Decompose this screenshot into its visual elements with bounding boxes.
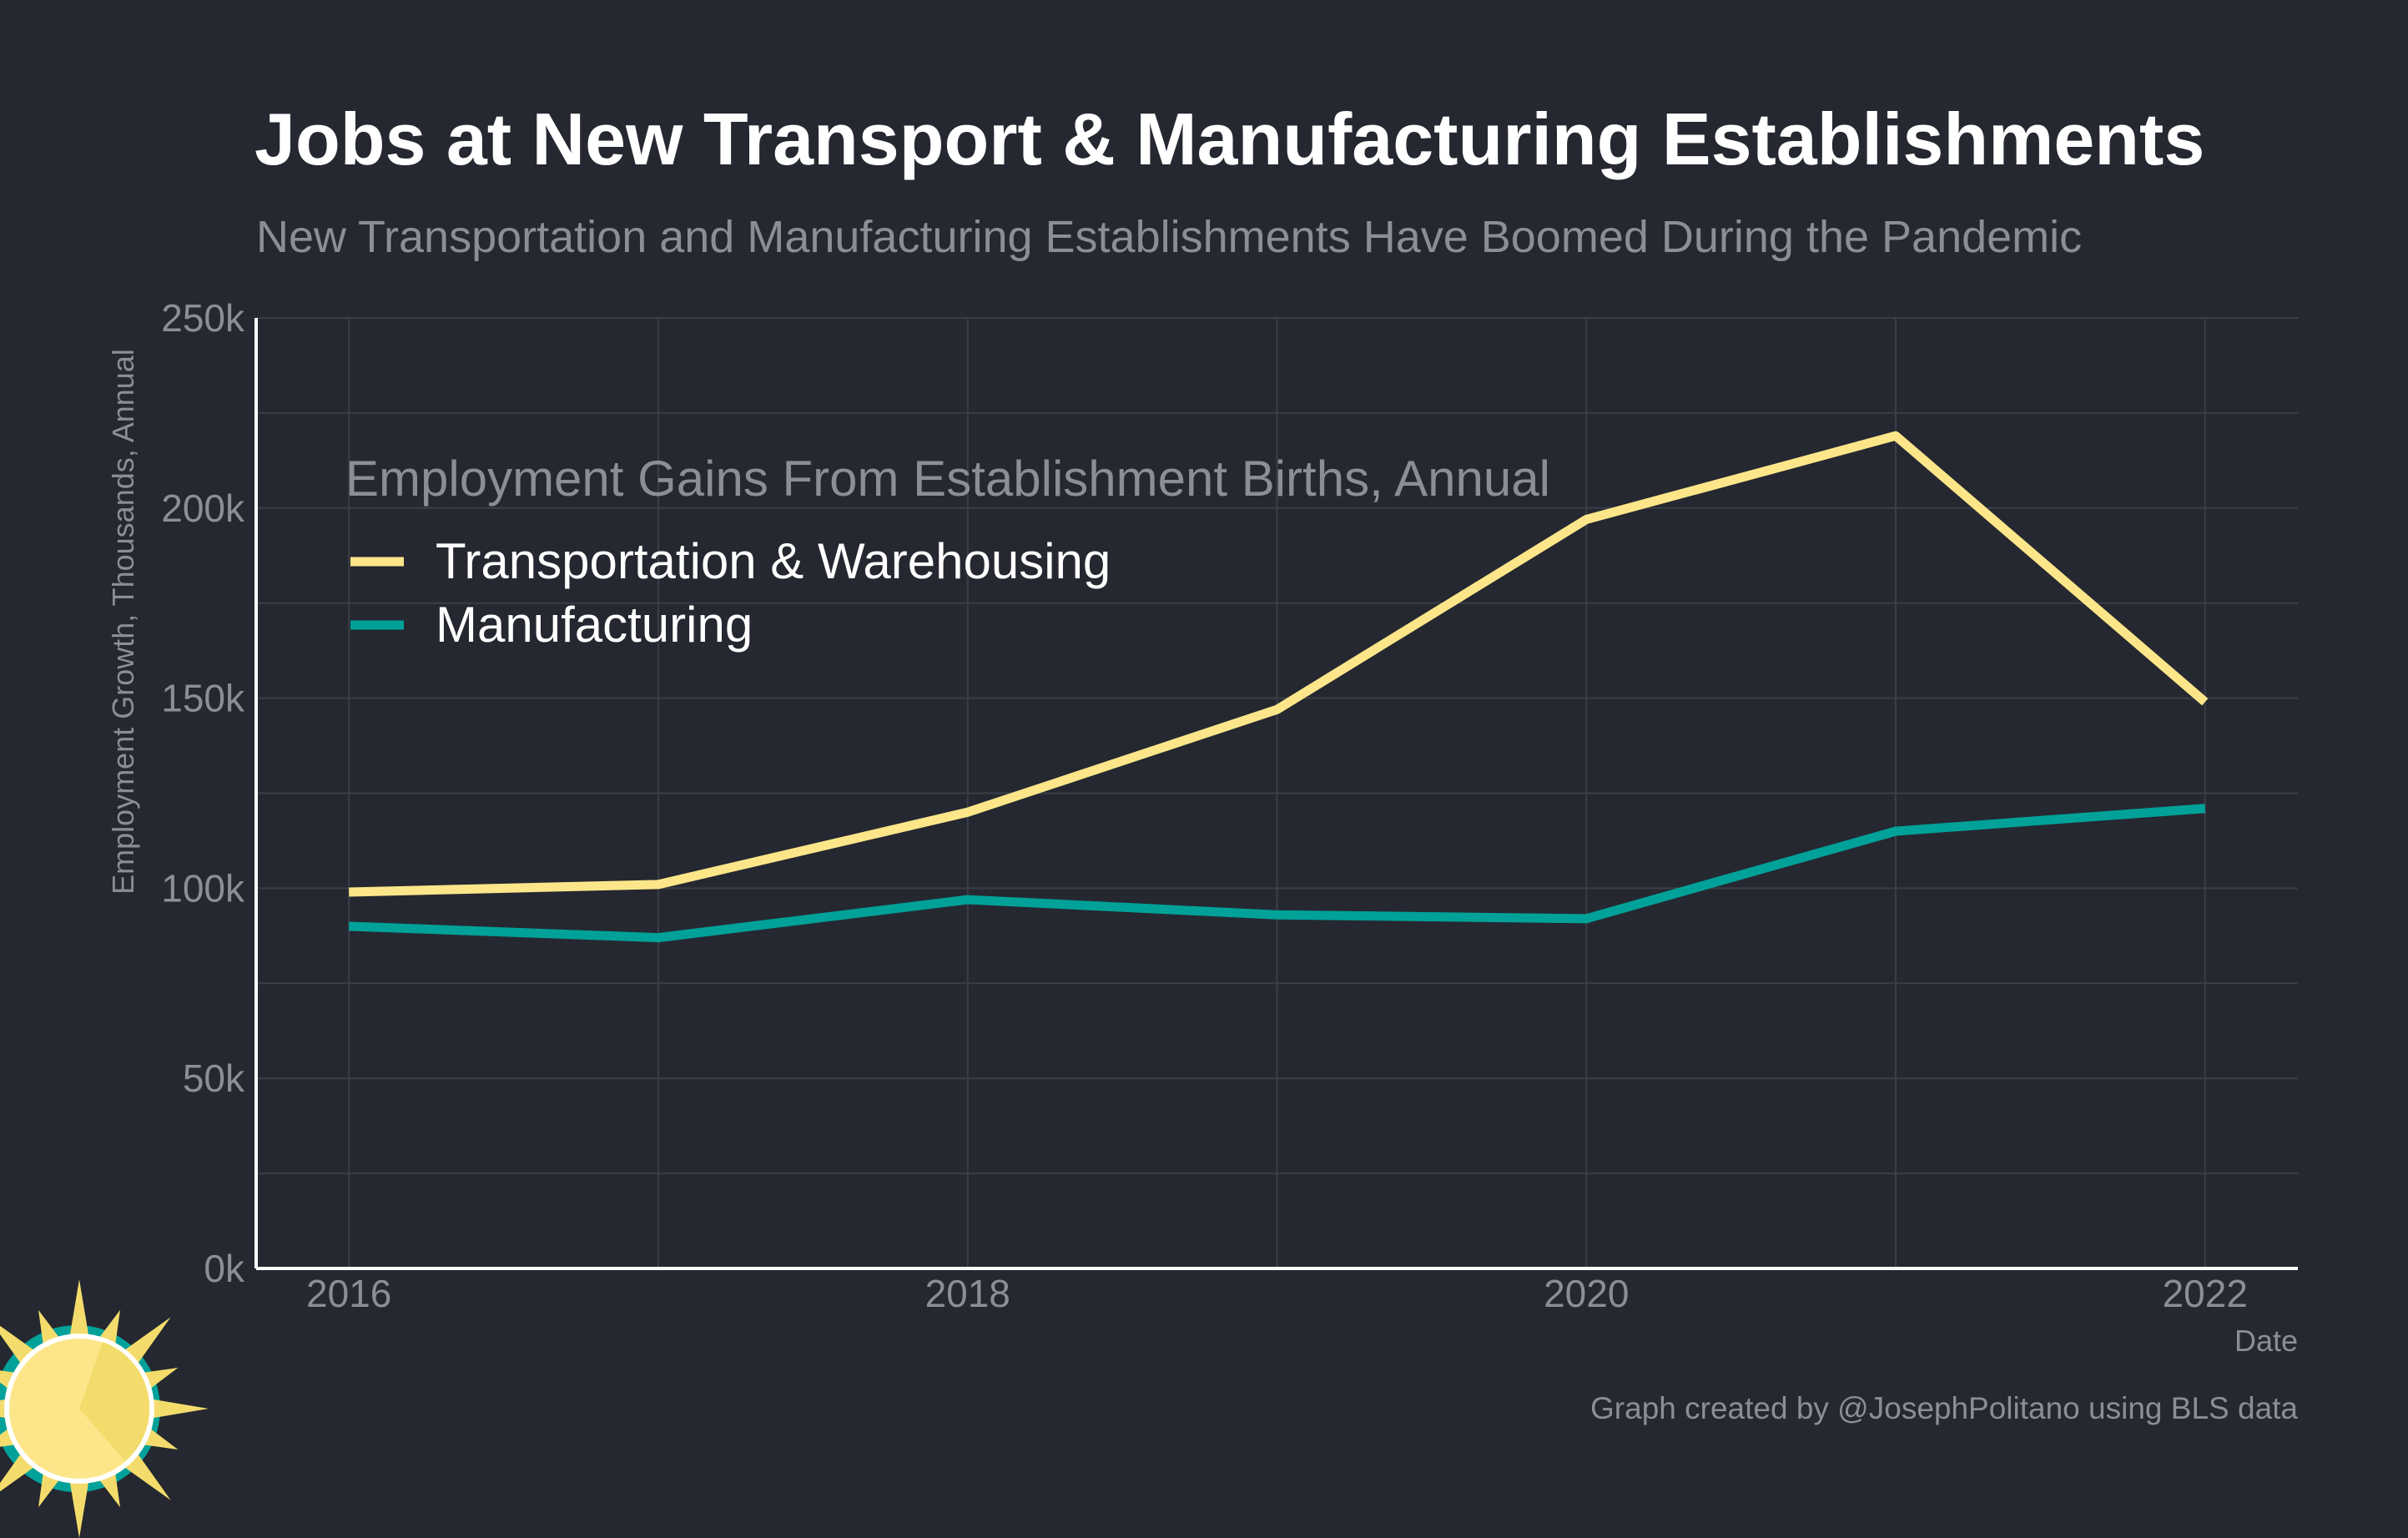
chart-title: Jobs at New Transport & Manufacturing Es… bbox=[254, 98, 2204, 180]
y-axis-title: Employment Growth, Thousands, Annual bbox=[106, 349, 140, 895]
x-tick-label: 2018 bbox=[925, 1272, 1010, 1315]
legend-label-transportation: Transportation & Warehousing bbox=[436, 533, 1111, 589]
y-tick-label: 100k bbox=[161, 866, 245, 910]
y-tick-label: 250k bbox=[161, 296, 245, 340]
chart-subtitle: New Transportation and Manufacturing Est… bbox=[256, 212, 2082, 262]
legend-title: Employment Gains From Establishment Birt… bbox=[345, 451, 1550, 507]
y-tick-label: 0k bbox=[204, 1247, 245, 1290]
x-axis-title: Date bbox=[2234, 1324, 2298, 1358]
y-tick-label: 50k bbox=[183, 1056, 245, 1100]
legend-label-manufacturing: Manufacturing bbox=[436, 597, 753, 653]
x-tick-label: 2020 bbox=[1544, 1272, 1629, 1315]
x-tick-label: 2022 bbox=[2163, 1272, 2248, 1315]
x-tick-label: 2016 bbox=[306, 1272, 391, 1315]
source-caption: Graph created by @JosephPolitano using B… bbox=[1590, 1391, 2298, 1425]
y-tick-label: 200k bbox=[161, 487, 245, 530]
y-tick-label: 150k bbox=[161, 677, 245, 720]
